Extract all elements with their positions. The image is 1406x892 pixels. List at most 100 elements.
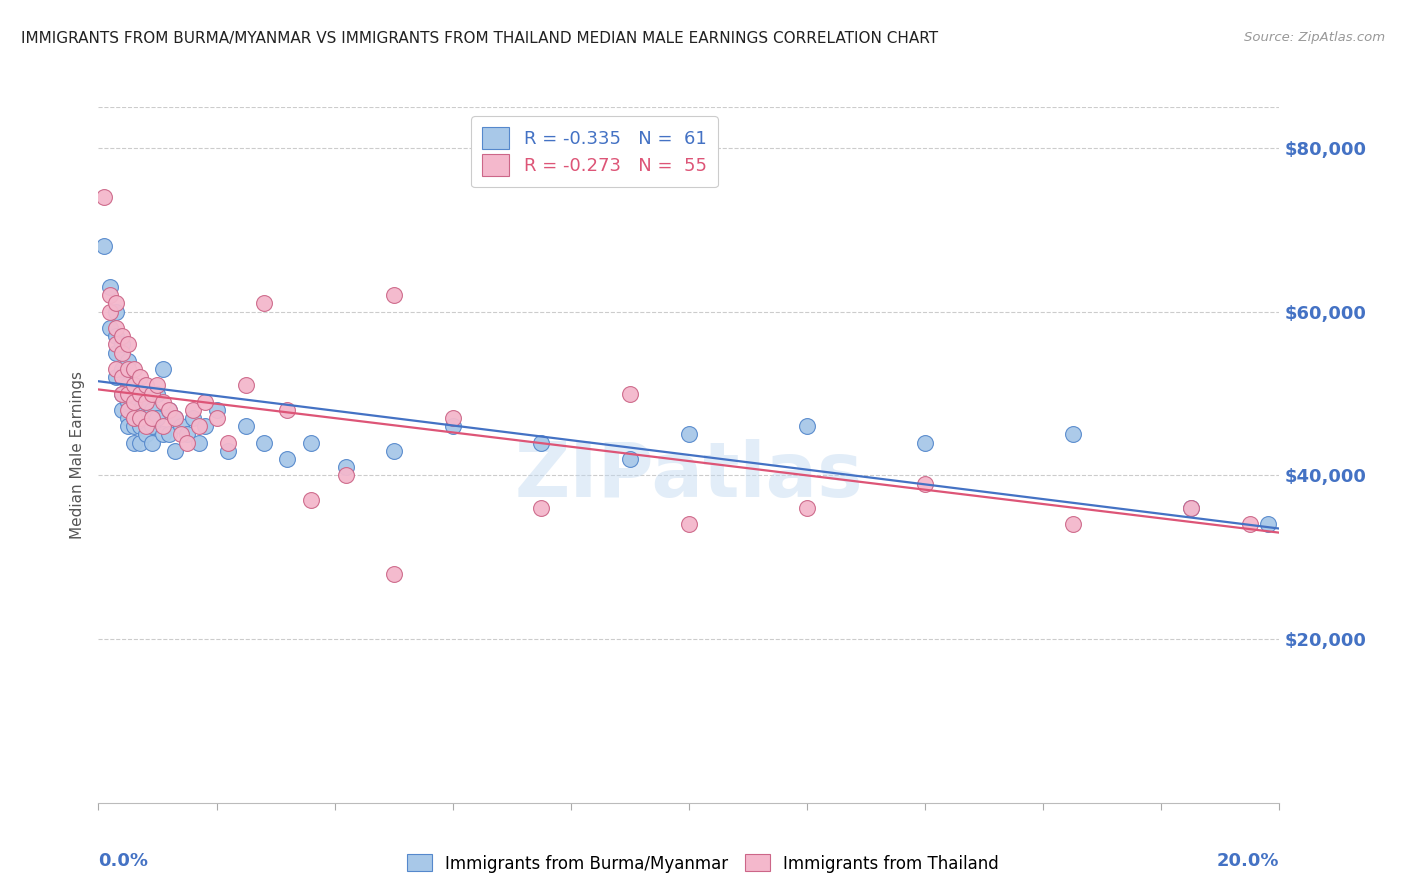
- Point: [914, 435, 936, 450]
- Point: [141, 403, 163, 417]
- Point: [105, 345, 128, 359]
- Point: [111, 362, 134, 376]
- Point: [117, 394, 139, 409]
- Point: [441, 411, 464, 425]
- Point: [253, 296, 276, 310]
- Point: [1062, 517, 1084, 532]
- Point: [181, 403, 204, 417]
- Point: [796, 501, 818, 516]
- Point: [111, 370, 134, 384]
- Point: [619, 452, 641, 467]
- Point: [1062, 427, 1084, 442]
- Point: [135, 411, 157, 425]
- Point: [105, 337, 128, 351]
- Point: [105, 362, 128, 376]
- Point: [98, 280, 121, 294]
- Point: [98, 288, 121, 302]
- Point: [122, 394, 145, 409]
- Point: [187, 419, 209, 434]
- Point: [117, 386, 139, 401]
- Point: [796, 419, 818, 434]
- Point: [1239, 517, 1261, 532]
- Point: [111, 345, 134, 359]
- Point: [299, 492, 322, 507]
- Point: [530, 501, 553, 516]
- Point: [117, 378, 139, 392]
- Point: [530, 435, 553, 450]
- Point: [678, 427, 700, 442]
- Point: [141, 419, 163, 434]
- Point: [170, 427, 193, 442]
- Point: [165, 411, 187, 425]
- Point: [122, 362, 145, 376]
- Point: [1180, 501, 1202, 516]
- Point: [152, 419, 174, 434]
- Point: [117, 419, 139, 434]
- Point: [235, 378, 257, 392]
- Y-axis label: Median Male Earnings: Median Male Earnings: [70, 371, 86, 539]
- Point: [152, 394, 174, 409]
- Point: [157, 427, 180, 442]
- Point: [135, 427, 157, 442]
- Point: [187, 435, 209, 450]
- Point: [146, 411, 169, 425]
- Point: [253, 435, 276, 450]
- Point: [165, 411, 187, 425]
- Point: [117, 403, 139, 417]
- Point: [165, 443, 187, 458]
- Point: [105, 304, 128, 318]
- Legend: R = -0.335   N =  61, R = -0.273   N =  55: R = -0.335 N = 61, R = -0.273 N = 55: [471, 116, 717, 187]
- Point: [141, 435, 163, 450]
- Point: [122, 394, 145, 409]
- Text: Source: ZipAtlas.com: Source: ZipAtlas.com: [1244, 31, 1385, 45]
- Point: [128, 435, 150, 450]
- Point: [105, 296, 128, 310]
- Point: [382, 288, 405, 302]
- Point: [1257, 517, 1279, 532]
- Point: [111, 329, 134, 343]
- Point: [135, 394, 157, 409]
- Point: [1180, 501, 1202, 516]
- Point: [335, 460, 357, 475]
- Point: [117, 337, 139, 351]
- Point: [93, 239, 115, 253]
- Point: [117, 353, 139, 368]
- Point: [678, 517, 700, 532]
- Point: [122, 378, 145, 392]
- Point: [146, 386, 169, 401]
- Point: [128, 386, 150, 401]
- Point: [170, 419, 193, 434]
- Point: [93, 190, 115, 204]
- Point: [205, 411, 228, 425]
- Point: [157, 403, 180, 417]
- Point: [122, 411, 145, 425]
- Point: [441, 419, 464, 434]
- Point: [105, 370, 128, 384]
- Point: [619, 386, 641, 401]
- Point: [205, 403, 228, 417]
- Point: [276, 403, 298, 417]
- Point: [146, 378, 169, 392]
- Point: [135, 419, 157, 434]
- Text: 0.0%: 0.0%: [98, 852, 149, 870]
- Point: [914, 476, 936, 491]
- Point: [111, 386, 134, 401]
- Point: [235, 419, 257, 434]
- Point: [141, 386, 163, 401]
- Point: [122, 419, 145, 434]
- Point: [122, 411, 145, 425]
- Point: [176, 427, 198, 442]
- Point: [128, 419, 150, 434]
- Text: ZIPatlas: ZIPatlas: [515, 439, 863, 513]
- Point: [299, 435, 322, 450]
- Point: [194, 394, 217, 409]
- Point: [105, 321, 128, 335]
- Point: [122, 435, 145, 450]
- Point: [105, 329, 128, 343]
- Point: [217, 443, 239, 458]
- Point: [176, 435, 198, 450]
- Point: [128, 411, 150, 425]
- Point: [117, 411, 139, 425]
- Point: [152, 362, 174, 376]
- Point: [111, 337, 134, 351]
